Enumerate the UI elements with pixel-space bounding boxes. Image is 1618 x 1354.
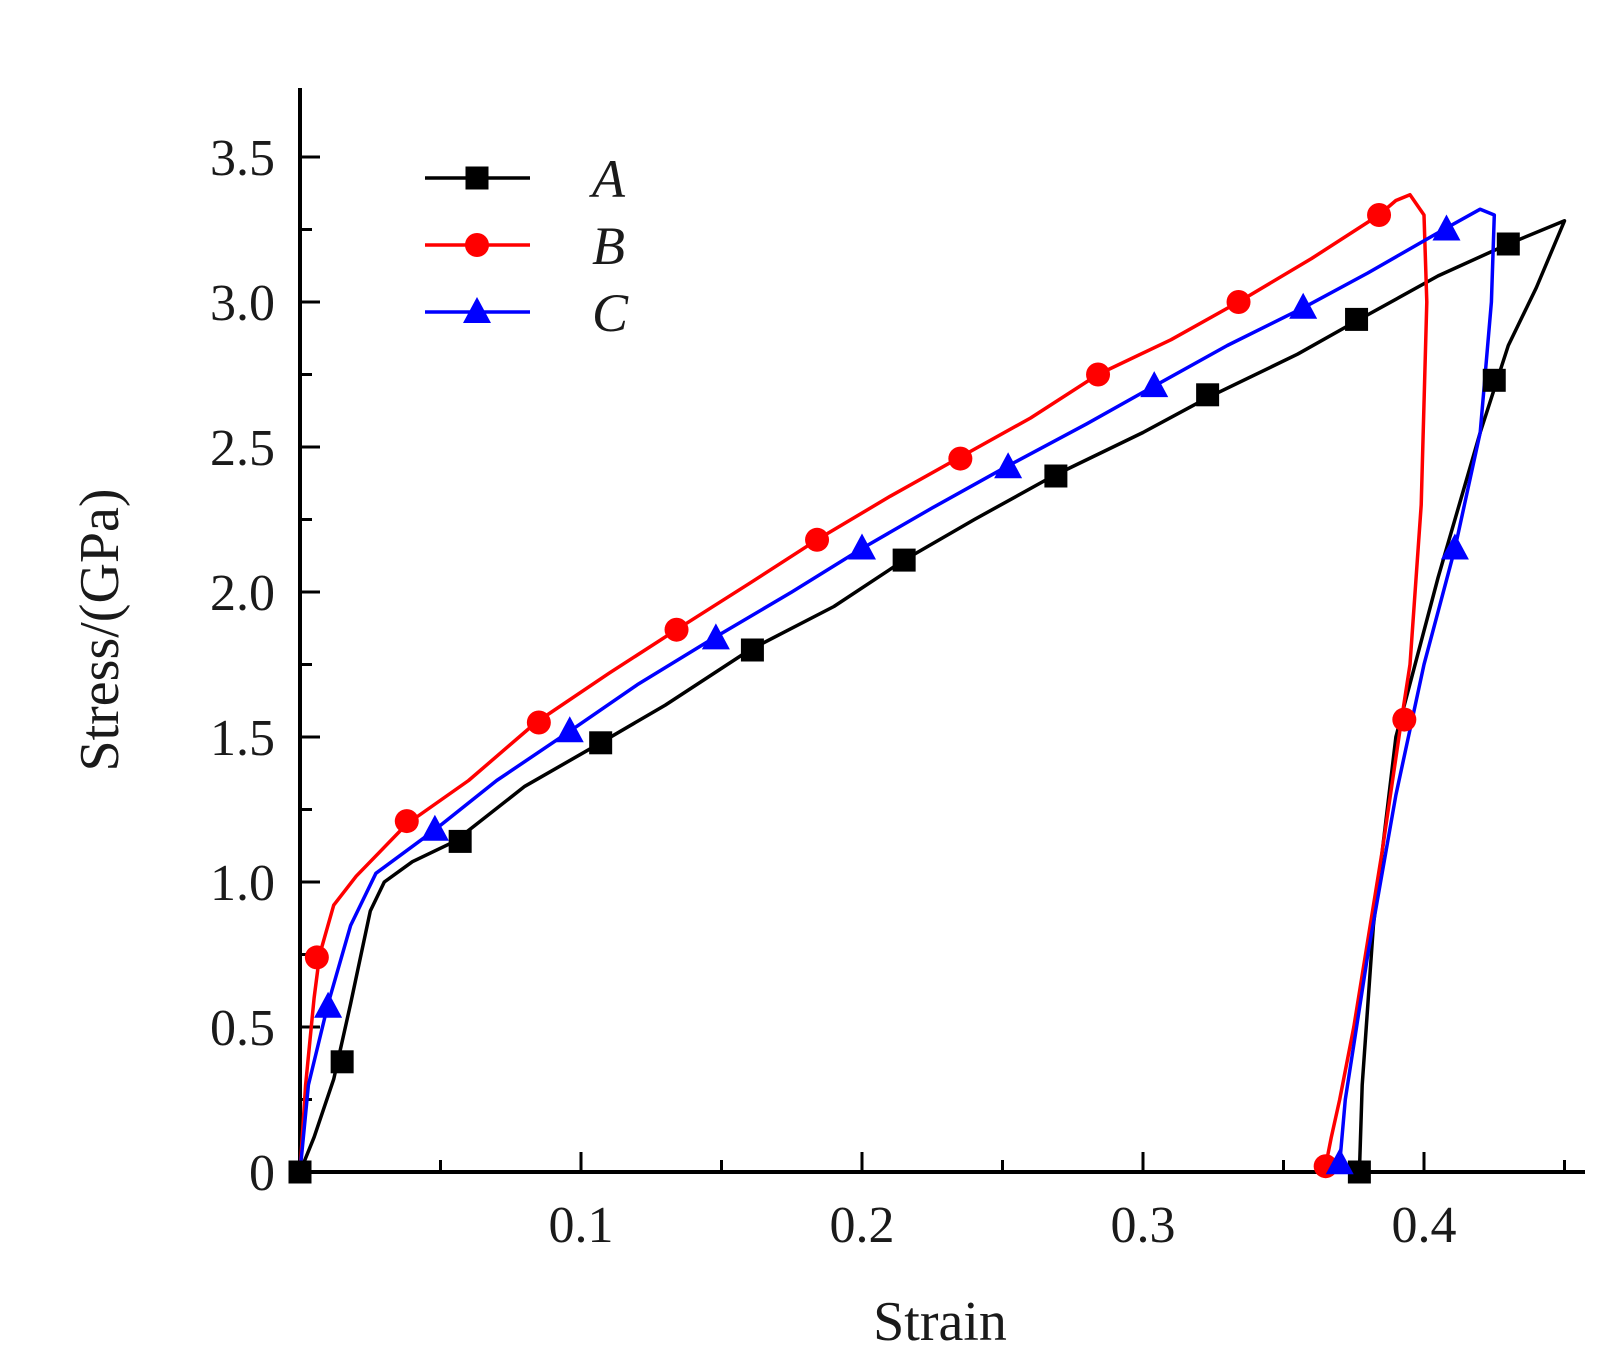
series-marker-c [994,452,1023,479]
series-marker-a [288,1160,312,1184]
x-tick-label: 0.4 [1392,1197,1457,1254]
axes [298,88,1585,1174]
series-marker-b [805,527,830,552]
series-marker-c [314,991,343,1018]
series-line-a [298,219,1567,1173]
series-marker-a [1044,464,1068,488]
series-marker-b [394,809,419,834]
series-marker-a [589,731,613,755]
y-axis-title: Stress/(GPa) [69,488,131,771]
series-line-b [298,192,1429,1173]
x-tick-label: 0.3 [1111,1197,1176,1254]
series-marker-b [1086,362,1111,387]
tick-labels: 0.1 0.2 0.3 0.4 0 0.5 1.0 1.5 2.0 2.5 3.0 3.5 [210,130,1457,1254]
series-line-c [298,207,1497,1173]
series-marker-a [740,638,764,662]
series-marker-a [1496,232,1520,256]
series-marker-c [1440,533,1469,560]
legend-label-b: B [592,216,625,276]
y-tick-label: 2.5 [210,420,275,477]
legend-marker-b [465,233,489,257]
y-tick-label: 3.5 [210,130,275,187]
series-marker-b [526,710,551,735]
series-marker-a [1482,368,1506,392]
series-marker-b [664,617,689,642]
legend-label-c: C [592,283,629,343]
series-marker-a [892,548,916,572]
series-marker-c [1140,371,1169,398]
series-marker-c [701,623,730,650]
series-marker-b [948,446,973,471]
y-tick-label: 0 [249,1145,275,1202]
plot-markers [288,203,1520,1184]
legend-marker-c [463,297,491,323]
series-marker-c [1325,1148,1354,1175]
legend: ABC [425,149,629,343]
series-marker-b [1226,290,1251,314]
plot-lines [298,192,1567,1173]
series-marker-b [1367,203,1392,227]
legend-marker-a [465,166,489,190]
y-tick-label: 1.0 [210,855,275,912]
series-marker-b [304,945,329,970]
y-tick-label: 2.0 [210,565,275,622]
series-marker-c [420,814,449,841]
y-tick-label: 1.5 [210,710,275,767]
legend-label-a: A [589,149,626,209]
x-tick-label: 0.1 [549,1197,614,1254]
series-marker-c [1432,214,1461,241]
y-tick-label: 3.0 [210,275,275,332]
series-marker-c [1289,292,1318,319]
y-tick-label: 0.5 [210,1000,275,1057]
series-marker-a [1196,383,1220,407]
x-tick-label: 0.2 [830,1197,895,1254]
series-marker-a [448,829,472,853]
series-marker-c [555,716,584,743]
series-marker-b [1392,707,1417,732]
series-marker-c [848,533,876,560]
x-axis-title: Strain [873,1291,1007,1353]
series-marker-a [330,1050,354,1074]
series-marker-a [1345,307,1369,331]
